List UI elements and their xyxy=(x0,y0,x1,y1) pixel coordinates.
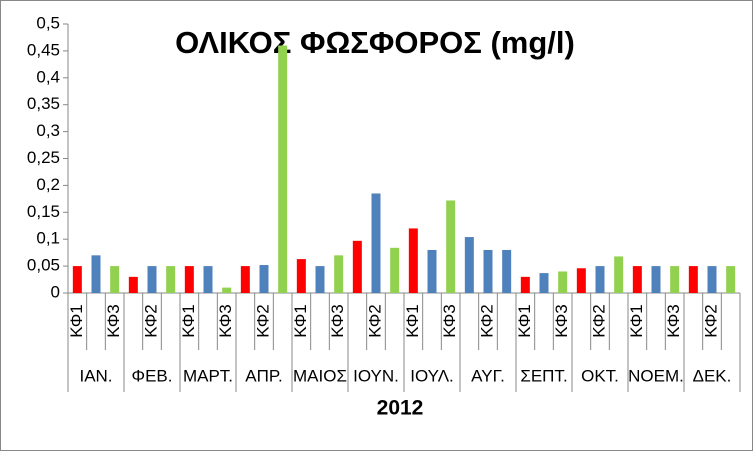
x-tick-label: ΚΦ2 xyxy=(477,304,496,337)
group-label: ΙΟΥΝ. xyxy=(353,366,399,385)
x-tick-label: ΚΦ3 xyxy=(104,304,123,337)
y-tick-label: 0,3 xyxy=(36,121,60,140)
x-tick-label: ΚΦ1 xyxy=(67,304,86,337)
bar xyxy=(371,193,381,293)
bar xyxy=(483,249,493,293)
x-tick-label: ΚΦ1 xyxy=(403,304,422,337)
bar xyxy=(446,200,456,293)
bar xyxy=(128,276,138,293)
bar xyxy=(315,266,325,293)
bar xyxy=(203,266,213,293)
group-label: ΑΥΓ. xyxy=(471,366,505,385)
bar xyxy=(632,266,642,293)
bar xyxy=(539,273,549,293)
x-tick-label: ΚΦ2 xyxy=(589,304,608,337)
group-label: ΟΚΤ. xyxy=(581,366,619,385)
bar xyxy=(278,45,288,293)
x-tick-label: ΚΦ2 xyxy=(141,304,160,337)
group-label: ΝΟΕΜ. xyxy=(628,366,684,385)
bar xyxy=(259,265,269,293)
x-tick-label: ΚΦ3 xyxy=(440,304,459,337)
bar xyxy=(334,255,344,293)
x-tick-label: ΚΦ3 xyxy=(216,304,235,337)
bar xyxy=(240,266,250,293)
y-tick-label: 0,1 xyxy=(36,229,60,248)
group-label: ΑΠΡ. xyxy=(245,366,283,385)
group-label: ΜΑΡΤ. xyxy=(183,366,233,385)
bar xyxy=(408,228,418,293)
bar xyxy=(72,266,82,293)
y-tick-label: 0 xyxy=(51,282,60,301)
bar xyxy=(390,247,400,293)
bar xyxy=(670,266,680,293)
bar xyxy=(651,266,661,293)
bar xyxy=(352,240,362,293)
x-tick-label: ΚΦ3 xyxy=(552,304,571,337)
y-tick-label: 0,25 xyxy=(27,148,60,167)
bar xyxy=(110,266,120,293)
group-label: ΙΑΝ. xyxy=(79,366,112,385)
x-tick-label: ΚΦ1 xyxy=(291,304,310,337)
bar xyxy=(502,249,512,293)
bar xyxy=(558,271,568,293)
bar xyxy=(726,266,736,293)
x-tick-label: ΚΦ2 xyxy=(701,304,720,337)
bar xyxy=(464,237,474,293)
x-tick-label: ΚΦ3 xyxy=(664,304,683,337)
group-label: ΙΟΥΛ. xyxy=(410,366,454,385)
group-label: ΣΕΠΤ. xyxy=(520,366,567,385)
x-tick-label: ΚΦ1 xyxy=(515,304,534,337)
bar xyxy=(427,249,437,293)
x-tick-label: ΚΦ1 xyxy=(179,304,198,337)
x-tick-label: ΚΦ2 xyxy=(253,304,272,337)
group-label: ΦΕΒ. xyxy=(132,366,173,385)
y-tick-label: 0,45 xyxy=(27,40,60,59)
y-tick-label: 0,5 xyxy=(36,13,60,32)
bar xyxy=(91,255,101,293)
bar xyxy=(222,287,232,293)
y-tick-label: 0,05 xyxy=(27,256,60,275)
bar xyxy=(707,266,717,293)
bar xyxy=(614,256,624,293)
bar xyxy=(595,266,605,293)
bar xyxy=(296,259,306,293)
y-tick-label: 0,15 xyxy=(27,202,60,221)
bar xyxy=(166,266,176,293)
y-tick-label: 0,35 xyxy=(27,94,60,113)
bar xyxy=(147,266,157,293)
y-tick-label: 0,4 xyxy=(36,67,60,86)
bar xyxy=(184,266,194,293)
x-tick-label: ΚΦ1 xyxy=(627,304,646,337)
chart-title: ΟΛΙΚΟΣ ΦΩΣΦΟΡΟΣ (mg/l) xyxy=(175,25,575,60)
x-tick-label: ΚΦ2 xyxy=(365,304,384,337)
y-tick-label: 0,2 xyxy=(36,175,60,194)
group-label: ΔΕΚ. xyxy=(693,366,732,385)
x-axis-label: 2012 xyxy=(377,397,424,420)
x-tick-label: ΚΦ3 xyxy=(328,304,347,337)
bar xyxy=(688,266,698,293)
group-label: ΜΑΙΟΣ xyxy=(293,366,347,385)
bar xyxy=(520,276,530,293)
bar xyxy=(576,268,586,293)
